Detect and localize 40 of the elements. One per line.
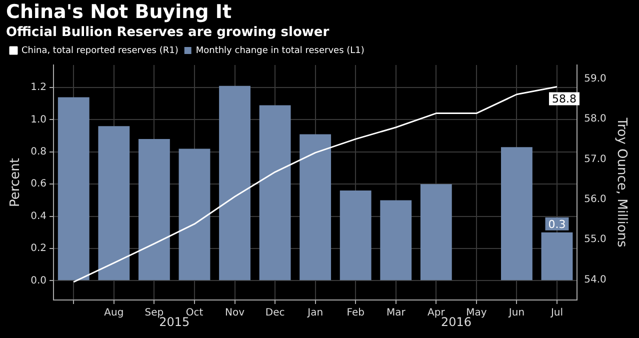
- y2-tick-label: 55.0: [584, 234, 606, 246]
- y2-tick-label: 57.0: [584, 154, 606, 165]
- bar: [420, 184, 452, 280]
- y2-tick-label: 59.0: [584, 73, 606, 84]
- x-tick-label: Mar: [386, 308, 406, 319]
- x-tick-label: Jan: [306, 308, 324, 319]
- y-tick-label: 0.6: [30, 178, 47, 190]
- data-label: 0.3: [548, 218, 566, 231]
- bar: [58, 97, 90, 280]
- bar: [178, 148, 210, 280]
- y2-axis-title: Troy Ounce, Millions: [614, 116, 629, 248]
- bar: [380, 200, 412, 280]
- y-tick-label: 0.2: [30, 243, 47, 254]
- x-tick-label: Dec: [265, 308, 285, 319]
- x-tick-label: Nov: [224, 308, 245, 319]
- y2-tick-label: 56.0: [584, 194, 606, 205]
- x-tick-label: Jun: [508, 308, 525, 319]
- y-tick-label: 0.8: [30, 146, 47, 158]
- bar: [138, 139, 170, 280]
- y2-tick-label: 54.0: [584, 274, 606, 286]
- y-tick-label: 0.4: [30, 210, 47, 222]
- x-tick-label: Jul: [550, 308, 564, 319]
- bar: [259, 105, 291, 280]
- y-axis-title: Percent: [8, 158, 24, 207]
- bar: [501, 147, 532, 280]
- bar: [340, 190, 372, 280]
- legend-label: China, total reported reserves (R1): [22, 46, 178, 56]
- y-tick-label: 0.0: [30, 275, 47, 286]
- data-label: 58.8: [552, 92, 576, 106]
- y-tick-label: 1.2: [30, 82, 47, 94]
- chart-subtitle: Official Bullion Reserves are growing slower: [6, 25, 330, 40]
- chart-title: China's Not Buying It: [6, 1, 232, 23]
- bar: [98, 126, 130, 280]
- x-tick-label: Feb: [346, 308, 364, 319]
- bar: [219, 86, 250, 280]
- bar: [300, 134, 332, 280]
- legend-label: Monthly change in total reserves (L1): [196, 46, 364, 56]
- y-tick-label: 1.0: [30, 114, 47, 126]
- y2-tick-label: 58.0: [584, 114, 606, 125]
- x-tick-label: Aug: [104, 308, 124, 319]
